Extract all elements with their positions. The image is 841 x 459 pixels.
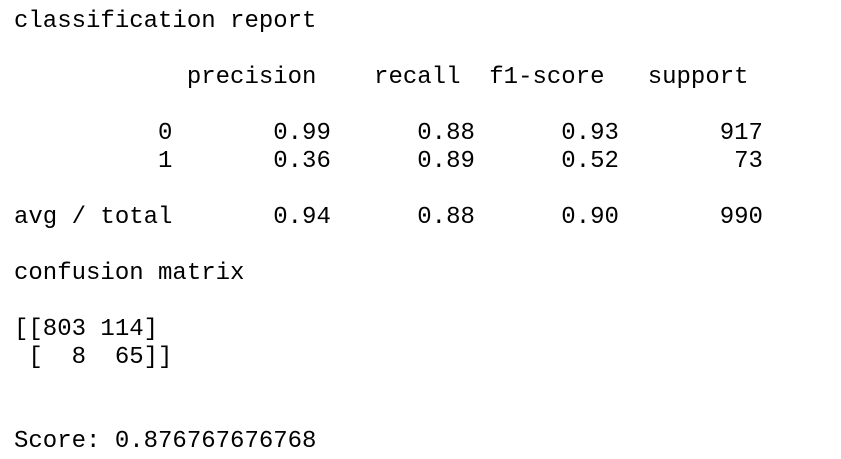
blank-line (14, 288, 763, 316)
report-total-row: avg / total 0.94 0.88 0.90 990 (14, 204, 763, 231)
report-row-class-1: 1 0.36 0.89 0.52 73 (14, 148, 763, 175)
blank-line (14, 400, 763, 428)
blank-line (14, 232, 763, 260)
confusion-row-1: [ 8 65]] (14, 344, 173, 371)
report-title: classification report (14, 8, 317, 35)
score-line: Score: 0.876767676768 (14, 428, 317, 455)
blank-line (14, 372, 763, 400)
report-header: precision recall f1-score support (14, 64, 749, 91)
confusion-title: confusion matrix (14, 260, 245, 287)
report-row-class-0: 0 0.99 0.88 0.93 917 (14, 120, 763, 147)
blank-line (14, 36, 763, 64)
console-output: classification report precision recall f… (14, 8, 763, 456)
blank-line (14, 176, 763, 204)
confusion-row-0: [[803 114] (14, 316, 159, 343)
blank-line (14, 92, 763, 120)
